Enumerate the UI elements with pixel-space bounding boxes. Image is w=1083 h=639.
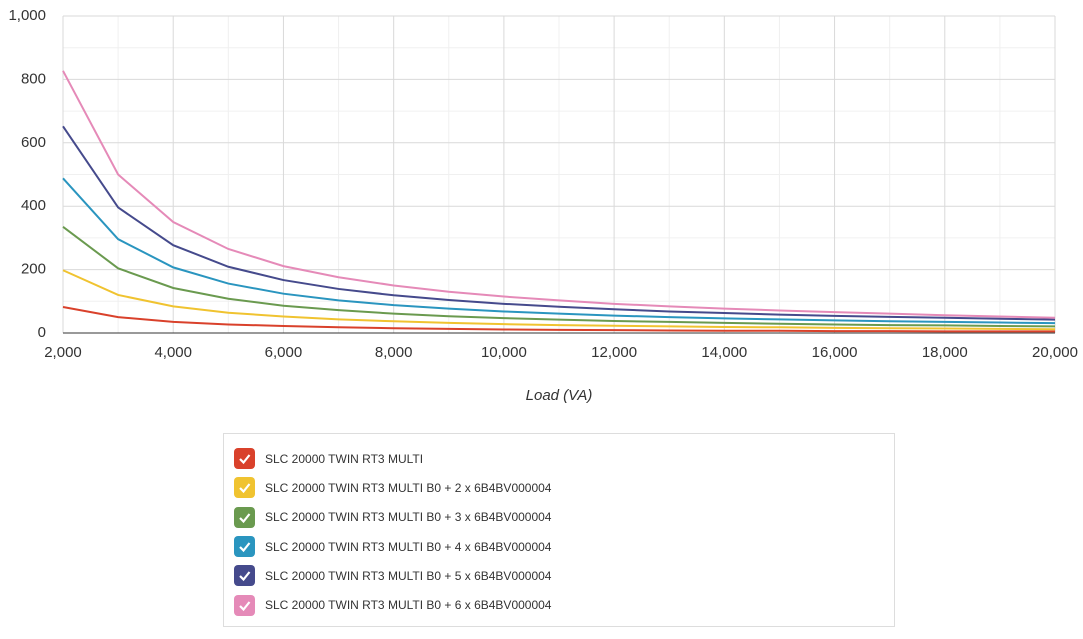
- legend-item[interactable]: SLC 20000 TWIN RT3 MULTI B0 + 6 x 6B4BV0…: [224, 590, 894, 619]
- legend: SLC 20000 TWIN RT3 MULTI SLC 20000 TWIN R…: [223, 433, 895, 627]
- legend-checkbox[interactable]: [234, 477, 255, 499]
- check-icon: [239, 483, 251, 494]
- legend-item[interactable]: SLC 20000 TWIN RT3 MULTI B0 + 4 x 6B4BV0…: [224, 532, 894, 561]
- legend-item[interactable]: SLC 20000 TWIN RT3 MULTI B0 + 3 x 6B4BV0…: [224, 503, 894, 532]
- check-icon: [239, 571, 251, 582]
- x-tick-label: 20,000: [1032, 344, 1078, 361]
- series-line: [62, 70, 1056, 319]
- x-tick-label: 4,000: [154, 344, 192, 361]
- check-icon: [239, 513, 251, 523]
- legend-checkbox[interactable]: [234, 594, 255, 616]
- y-tick-label: 400: [21, 197, 46, 214]
- x-axis-label: Load (VA): [526, 387, 593, 404]
- series-line: [62, 125, 1056, 321]
- series-line: [62, 306, 1055, 333]
- legend-checkbox[interactable]: [234, 536, 255, 558]
- legend-checkbox[interactable]: [234, 565, 255, 587]
- x-tick-label: 12,000: [591, 344, 637, 361]
- check-icon: [239, 600, 251, 611]
- legend-label: SLC 20000 TWIN RT3 MULTI B0 + 3 x 6B4BV0…: [265, 510, 552, 525]
- series-line: [62, 226, 1056, 328]
- x-tick-label: 6,000: [265, 344, 303, 361]
- legend-label: SLC 20000 TWIN RT3 MULTI: [265, 451, 424, 466]
- legend-label: SLC 20000 TWIN RT3 MULTI B0 + 6 x 6B4BV0…: [265, 598, 552, 613]
- check-icon: [239, 454, 251, 465]
- legend-checkbox[interactable]: [234, 448, 255, 470]
- chart: Load (VA) 0 200 400 600 800 1,000 2,000 4,000 6,…: [8, 7, 1078, 404]
- x-tick-label: 10,000: [481, 344, 527, 361]
- x-tick-label: 8,000: [375, 344, 413, 361]
- y-tick-label: 1,000: [8, 7, 46, 24]
- check-icon: [239, 542, 251, 553]
- y-tick-label: 200: [21, 261, 46, 278]
- legend-item[interactable]: SLC 20000 TWIN RT3 MULTI B0 + 2 x 6B4BV0…: [224, 473, 894, 502]
- legend-item[interactable]: SLC 20000 TWIN RT3 MULTI B0 + 5 x 6B4BV0…: [224, 561, 894, 590]
- series-line: [62, 177, 1056, 325]
- legend-item[interactable]: SLC 20000 TWIN RT3 MULTI: [224, 444, 894, 473]
- y-tick-label: 600: [21, 134, 46, 151]
- series-line: [62, 269, 1056, 331]
- y-tick-label: 0: [38, 324, 46, 341]
- legend-label: SLC 20000 TWIN RT3 MULTI B0 + 5 x 6B4BV0…: [265, 568, 552, 583]
- x-tick-label: 18,000: [922, 344, 968, 361]
- x-tick-label: 14,000: [701, 344, 747, 361]
- legend-label: SLC 20000 TWIN RT3 MULTI B0 + 4 x 6B4BV0…: [265, 539, 552, 554]
- legend-checkbox[interactable]: [234, 506, 255, 528]
- legend-label: SLC 20000 TWIN RT3 MULTI B0 + 2 x 6B4BV0…: [265, 480, 552, 495]
- x-tick-label: 2,000: [44, 344, 82, 361]
- y-tick-label: 800: [21, 70, 46, 87]
- x-tick-label: 16,000: [812, 344, 858, 361]
